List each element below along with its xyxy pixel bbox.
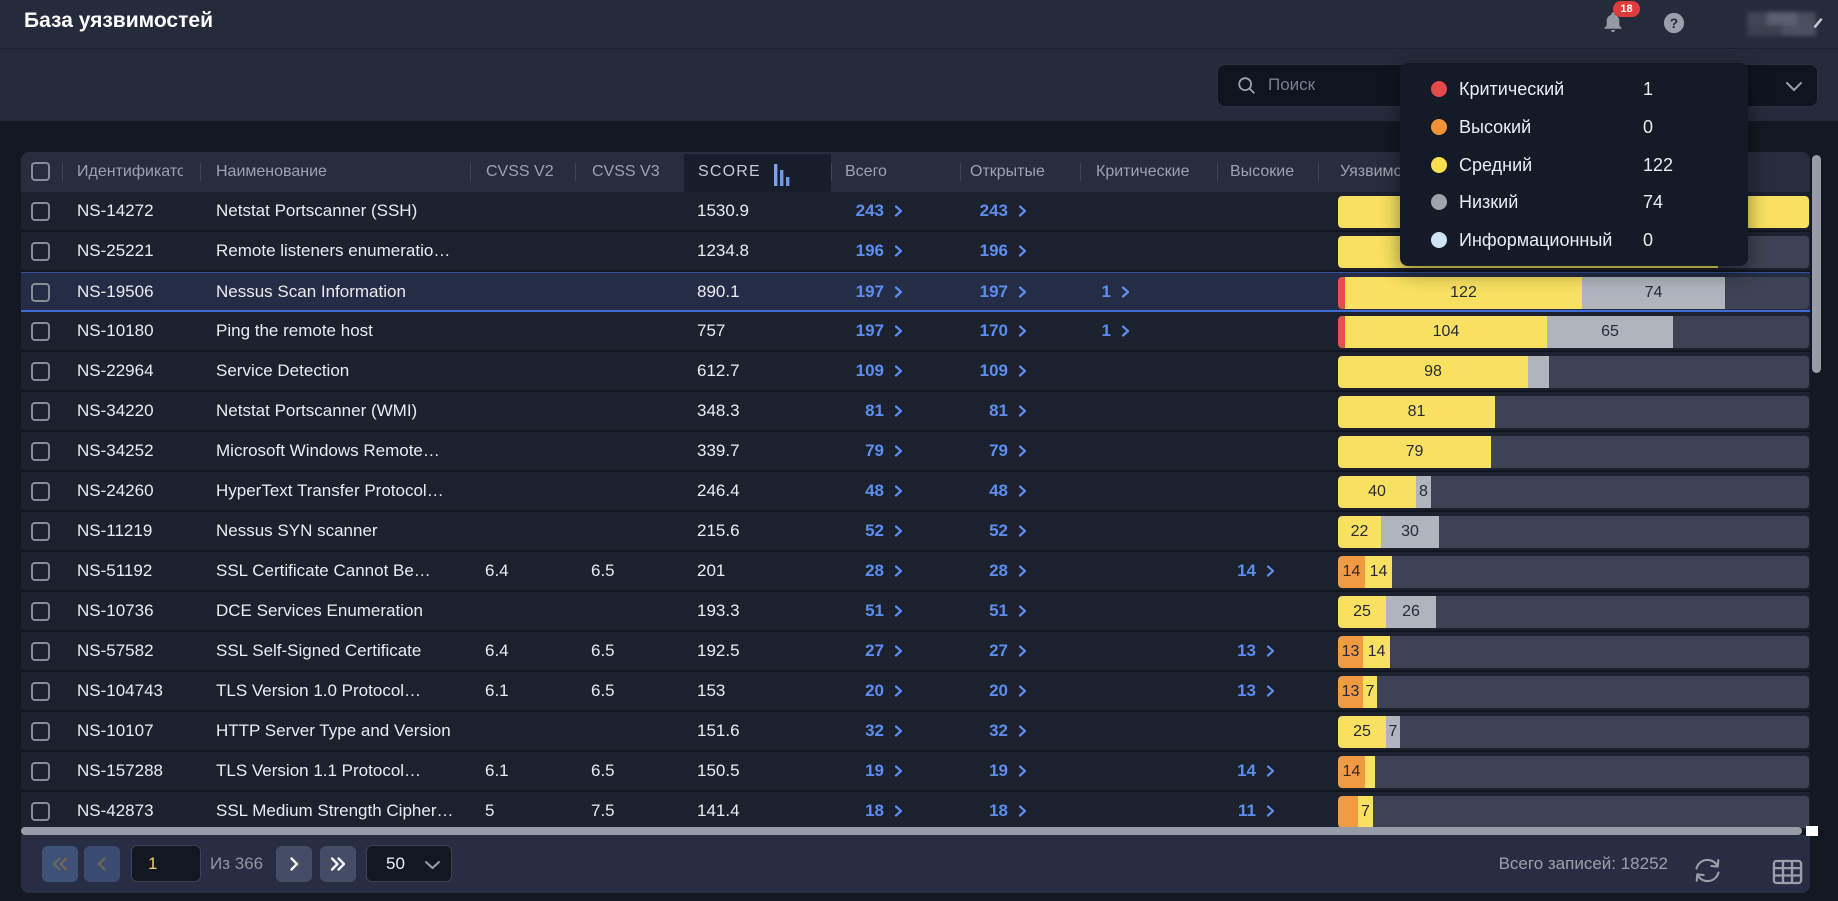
svg-text:?: ? [1670,16,1678,31]
